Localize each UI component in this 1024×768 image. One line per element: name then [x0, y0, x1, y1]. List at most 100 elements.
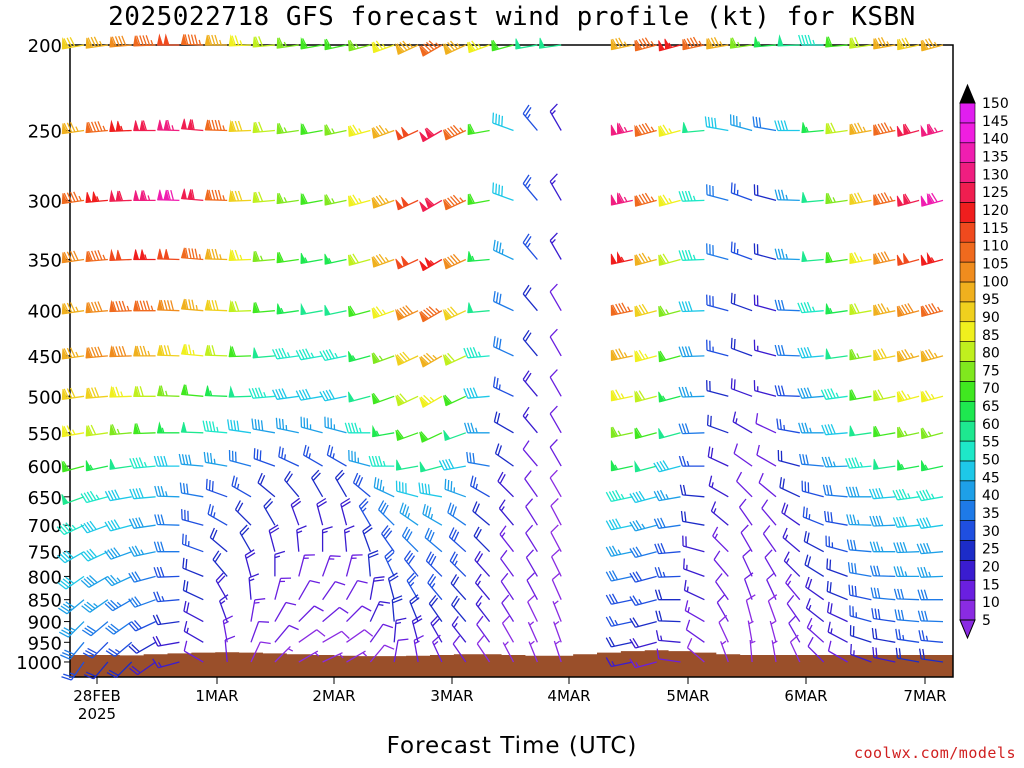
wind-barb	[849, 122, 872, 136]
wind-barb-pennant	[109, 458, 116, 470]
wind-barb	[467, 123, 490, 136]
wind-barb	[820, 388, 848, 400]
wind-barb-staff	[549, 232, 562, 260]
wind-barb	[684, 600, 705, 623]
wind-barb-staff	[298, 605, 324, 623]
wind-barb-staff	[869, 541, 896, 553]
wind-barb-pennant	[896, 124, 910, 137]
colorbar-label-15: 15	[982, 577, 1000, 593]
wind-barb	[654, 543, 681, 555]
wind-barb	[656, 648, 681, 663]
wind-barb	[549, 469, 562, 498]
wind-barb-staff	[444, 253, 467, 270]
wind-barb-pennant	[157, 119, 170, 131]
wind-barb	[893, 541, 920, 554]
wind-barb-pennant	[442, 308, 452, 321]
wind-barb	[348, 39, 371, 52]
wind-barb-staff	[528, 640, 539, 663]
wind-barb	[629, 617, 657, 628]
wind-barb-staff	[753, 380, 777, 397]
wind-barb	[747, 620, 754, 643]
wind-barb	[745, 594, 756, 622]
wind-barb	[549, 439, 562, 467]
wind-barb	[776, 418, 800, 434]
wind-barb	[849, 425, 872, 437]
wind-barb-staff	[128, 517, 156, 529]
wind-barb	[183, 620, 204, 643]
wind-barb-staff	[492, 112, 514, 132]
wind-barb	[274, 550, 286, 577]
wind-barb	[180, 421, 204, 434]
wind-barb-staff	[872, 646, 896, 663]
wind-barb-staff	[322, 606, 349, 623]
wind-barb-pennant	[515, 38, 522, 50]
wind-barb	[804, 554, 825, 577]
wind-barb-pennant	[348, 305, 355, 317]
wind-barb	[552, 600, 562, 622]
wind-barb-staff	[753, 184, 777, 202]
wind-barb	[822, 484, 848, 498]
wind-barb-staff	[850, 643, 872, 663]
wind-barb	[522, 329, 538, 357]
wind-barb-pennant	[825, 193, 832, 204]
wind-barb-staff	[346, 650, 368, 663]
wind-barb-staff	[629, 520, 657, 532]
wind-barb	[152, 658, 180, 669]
wind-barb	[798, 422, 824, 434]
wind-barb	[797, 301, 824, 314]
wind-barb	[300, 416, 323, 434]
colorbar-label-20: 20	[982, 560, 1000, 576]
wind-barb-staff	[918, 630, 944, 643]
wind-barb-staff	[730, 337, 753, 357]
wind-barb	[871, 608, 896, 623]
wind-barb-staff	[720, 640, 729, 663]
wind-barb-pennant	[300, 37, 307, 50]
wind-barb-pennant	[395, 459, 403, 471]
wind-barb	[472, 501, 491, 526]
wind-barb	[443, 124, 467, 141]
wind-barb-staff	[104, 599, 133, 612]
wind-barb	[920, 303, 944, 318]
wind-barb	[522, 440, 538, 467]
wind-barb	[846, 514, 872, 526]
wind-barb-staff	[295, 348, 323, 361]
wind-barb-pennant	[252, 347, 259, 359]
wind-barb	[109, 119, 132, 132]
wind-barb-pennant	[85, 460, 92, 472]
wind-barb	[324, 194, 347, 206]
wind-barb	[738, 498, 753, 526]
wind-barb-pennant	[324, 124, 331, 136]
wind-barb-staff	[686, 637, 705, 663]
wind-barb-pennant	[443, 395, 452, 407]
wind-barb	[658, 428, 681, 440]
wind-barb	[372, 424, 395, 438]
wind-barb	[897, 426, 920, 439]
wind-barb	[492, 336, 514, 357]
wind-barb-staff	[774, 189, 800, 202]
wind-barb	[797, 387, 824, 399]
wind-barb	[781, 502, 801, 526]
wind-barb	[109, 35, 132, 48]
wind-barb-staff	[742, 549, 753, 577]
wind-barb	[394, 40, 419, 55]
wind-barb-pennant	[443, 258, 452, 270]
wind-barb	[422, 503, 443, 526]
wind-barb-staff	[321, 526, 333, 552]
wind-barb	[896, 349, 920, 363]
wind-barb	[779, 477, 801, 498]
wind-barb-staff	[222, 615, 233, 643]
wind-barb-staff	[893, 588, 920, 601]
wind-barb-staff	[403, 550, 419, 577]
wind-barb-pennant	[109, 345, 116, 358]
wind-barb	[268, 524, 280, 552]
y-tick-label-750: 750	[28, 543, 62, 564]
colorbar-label-100: 100	[982, 274, 1009, 290]
wind-barb-staff	[774, 344, 800, 357]
wind-barb-staff	[152, 658, 180, 669]
wind-barb	[658, 305, 681, 318]
wind-barb	[257, 472, 276, 498]
wind-barb-pennant	[873, 124, 880, 136]
wind-barb	[109, 345, 132, 358]
